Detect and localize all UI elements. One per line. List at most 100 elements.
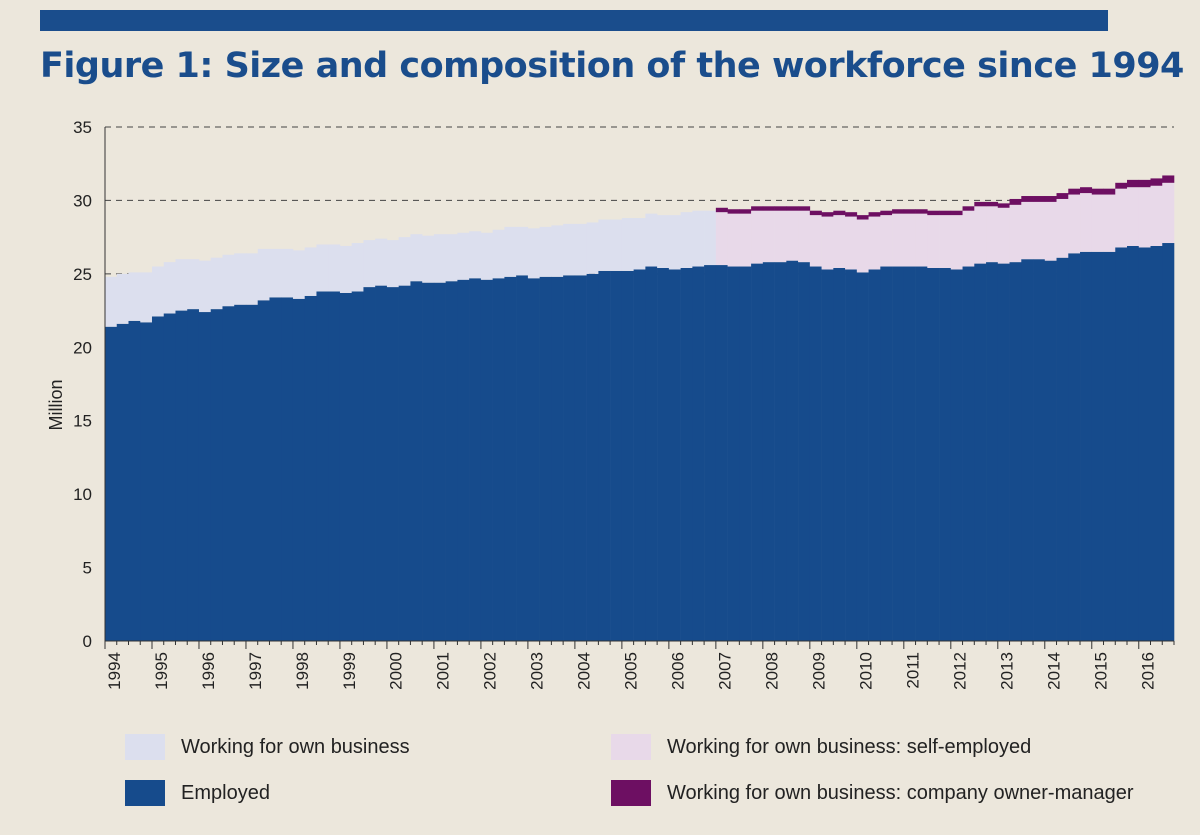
bar-self-employed <box>1138 187 1151 248</box>
bar-employed <box>128 320 141 641</box>
bar-owner-manager <box>786 206 799 211</box>
bar-employed <box>292 298 306 641</box>
bar-own-business <box>551 225 564 277</box>
bar-owner-manager <box>868 212 881 217</box>
bar-self-employed <box>892 213 905 267</box>
x-tick-label: 2011 <box>904 652 923 689</box>
bar-employed <box>704 265 717 641</box>
bar-employed <box>516 275 529 641</box>
bar-employed <box>480 279 493 641</box>
bar-own-business <box>210 257 223 310</box>
bar-self-employed <box>880 215 893 267</box>
bar-own-business <box>692 210 705 267</box>
bar-employed <box>845 269 858 641</box>
bar-own-business <box>563 223 576 276</box>
bar-self-employed <box>1103 194 1116 252</box>
x-tick-label: 2003 <box>528 652 547 690</box>
bar-own-business <box>245 253 259 305</box>
bar-employed <box>210 309 223 641</box>
bar-owner-manager <box>1068 188 1081 195</box>
bar-own-business <box>516 226 529 276</box>
y-tick-label: 5 <box>83 559 92 578</box>
bar-self-employed <box>1127 187 1140 246</box>
bar-employed <box>281 297 294 641</box>
bar-employed <box>668 269 681 641</box>
x-tick-label: 2007 <box>716 652 735 690</box>
bar-own-business <box>234 253 247 305</box>
bars <box>105 175 1175 642</box>
bar-owner-manager <box>1044 196 1057 202</box>
bar-self-employed <box>927 215 940 268</box>
bar-owner-manager <box>1033 196 1046 202</box>
bar-own-business <box>281 248 294 298</box>
bar-employed <box>151 316 165 641</box>
bar-owner-manager <box>774 206 787 211</box>
bar-own-business <box>187 259 200 310</box>
bar-employed <box>1033 259 1046 641</box>
bar-employed <box>445 281 458 641</box>
bar-own-business <box>492 229 505 279</box>
bar-employed <box>245 304 259 641</box>
bar-self-employed <box>1021 201 1034 260</box>
bar-employed <box>939 267 952 641</box>
bar-employed <box>762 262 775 641</box>
bar-employed <box>198 312 212 641</box>
x-tick-label: 1997 <box>246 652 265 690</box>
bar-own-business <box>198 260 212 313</box>
bar-own-business <box>457 232 470 280</box>
bar-employed <box>257 300 270 641</box>
y-tick-label: 25 <box>73 265 92 284</box>
bar-employed <box>105 326 118 641</box>
bar-employed <box>633 269 646 641</box>
bar-own-business <box>269 248 282 298</box>
bar-employed <box>962 266 975 641</box>
x-tick-label: 2009 <box>810 652 829 690</box>
bar-employed <box>586 273 599 641</box>
bar-self-employed <box>856 219 869 273</box>
bar-owner-manager <box>1056 193 1069 199</box>
bar-employed <box>328 291 341 641</box>
bar-own-business <box>375 238 388 286</box>
chart-title: Figure 1: Size and composition of the wo… <box>40 46 1184 86</box>
bar-employed <box>1127 245 1140 641</box>
y-tick-label: 15 <box>73 412 92 431</box>
bar-employed <box>1068 253 1081 641</box>
bar-self-employed <box>986 206 999 263</box>
x-tick-label: 2012 <box>951 652 970 690</box>
bar-self-employed <box>715 212 728 266</box>
bar-self-employed <box>1068 194 1081 254</box>
bar-own-business <box>339 245 352 293</box>
bar-employed <box>140 322 153 641</box>
bar-self-employed <box>1150 185 1163 246</box>
bar-owner-manager <box>739 209 752 214</box>
bar-owner-manager <box>950 210 963 216</box>
bar-own-business <box>645 213 658 267</box>
bar-owner-manager <box>962 206 975 211</box>
bar-self-employed <box>739 213 752 267</box>
bar-employed <box>856 272 869 641</box>
bar-employed <box>774 262 787 641</box>
bar-self-employed <box>774 210 787 263</box>
bar-self-employed <box>798 210 811 263</box>
bar-own-business <box>539 226 552 277</box>
bar-employed <box>527 278 540 641</box>
y-tick-label: 30 <box>73 191 92 210</box>
bar-own-business <box>257 248 270 301</box>
y-tick-label: 10 <box>73 485 92 504</box>
x-tick-label: 2013 <box>998 652 1017 690</box>
bar-employed <box>880 266 893 641</box>
bar-employed <box>1021 259 1034 641</box>
bar-employed <box>386 287 399 641</box>
bar-employed <box>751 263 764 641</box>
x-tick-label: 1994 <box>105 652 124 690</box>
bar-owner-manager <box>1162 175 1175 183</box>
bar-own-business <box>398 237 411 286</box>
bar-own-business <box>469 231 482 279</box>
bar-employed <box>492 278 505 641</box>
x-tick-label: 1998 <box>293 652 312 690</box>
bar-own-business <box>363 240 376 288</box>
bar-self-employed <box>1044 201 1057 261</box>
bar-employed <box>950 269 963 641</box>
bar-employed <box>892 266 905 641</box>
y-tick-label: 0 <box>83 632 92 651</box>
